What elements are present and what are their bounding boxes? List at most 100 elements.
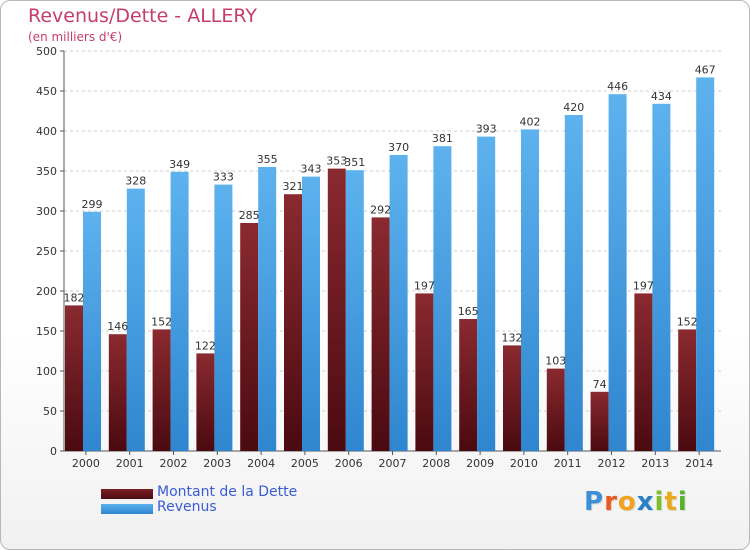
logo-letter: r bbox=[604, 487, 618, 517]
data-label-debt: 122 bbox=[195, 339, 216, 352]
bar-debt bbox=[546, 368, 565, 451]
legend-label-revenue: Revenus bbox=[157, 499, 217, 515]
chart-subtitle: (en milliers d'€) bbox=[28, 30, 123, 44]
data-label-debt: 132 bbox=[502, 331, 523, 344]
x-tick-label: 2014 bbox=[685, 457, 713, 470]
data-label-debt: 285 bbox=[239, 209, 260, 222]
x-tick-label: 2006 bbox=[335, 457, 363, 470]
data-label-debt: 146 bbox=[107, 320, 128, 333]
y-tick-label: 250 bbox=[36, 245, 57, 258]
data-label-debt: 152 bbox=[151, 315, 172, 328]
bar-debt bbox=[503, 345, 521, 451]
data-label-revenue: 434 bbox=[651, 90, 672, 103]
bar-revenue bbox=[564, 115, 583, 451]
x-tick-label: 2001 bbox=[116, 457, 144, 470]
x-tick-label: 2002 bbox=[160, 457, 188, 470]
data-label-revenue: 446 bbox=[607, 80, 628, 93]
x-tick-label: 2012 bbox=[598, 457, 626, 470]
bar-debt bbox=[196, 353, 215, 451]
x-tick-label: 2009 bbox=[466, 457, 494, 470]
bar-debt bbox=[590, 391, 609, 451]
bar-revenue bbox=[126, 188, 145, 451]
legend-label-debt: Montant de la Dette bbox=[157, 484, 298, 500]
y-tick-label: 50 bbox=[43, 405, 57, 418]
bar-revenue bbox=[345, 170, 364, 451]
y-tick-label: 0 bbox=[50, 445, 57, 458]
data-label-revenue: 381 bbox=[432, 132, 453, 145]
y-tick-label: 200 bbox=[36, 285, 57, 298]
bar-debt bbox=[240, 223, 259, 451]
data-label-debt: 321 bbox=[283, 180, 304, 193]
data-label-debt: 353 bbox=[326, 155, 347, 168]
data-label-revenue: 355 bbox=[257, 153, 278, 166]
bar-debt bbox=[371, 217, 390, 451]
data-label-revenue: 420 bbox=[563, 101, 584, 114]
x-tick-label: 2013 bbox=[641, 457, 669, 470]
y-tick-label: 100 bbox=[36, 365, 57, 378]
x-tick-label: 2000 bbox=[72, 457, 100, 470]
y-tick-label: 150 bbox=[36, 325, 57, 338]
bar-revenue bbox=[258, 167, 277, 451]
bar-revenue bbox=[170, 171, 189, 452]
data-label-revenue: 402 bbox=[520, 115, 541, 128]
data-label-debt: 197 bbox=[633, 279, 654, 292]
bar-revenue bbox=[608, 94, 627, 451]
bar-revenue bbox=[389, 155, 408, 451]
proxiti-logo: Proxiti bbox=[584, 487, 688, 517]
data-label-revenue: 343 bbox=[301, 163, 322, 176]
bar-debt bbox=[284, 194, 302, 451]
y-tick-label: 500 bbox=[36, 45, 57, 58]
y-tick-label: 300 bbox=[36, 205, 57, 218]
logo-letter: i bbox=[654, 487, 665, 517]
y-tick-label: 350 bbox=[36, 165, 57, 178]
bar-revenue bbox=[302, 176, 320, 451]
bar-debt bbox=[152, 329, 171, 451]
data-label-debt: 152 bbox=[677, 315, 698, 328]
logo-letter: t bbox=[664, 487, 678, 517]
data-label-debt: 74 bbox=[593, 378, 607, 391]
bar-revenue bbox=[652, 103, 671, 452]
data-label-revenue: 333 bbox=[213, 171, 234, 184]
logo-letter: P bbox=[584, 487, 605, 517]
x-tick-label: 2010 bbox=[510, 457, 538, 470]
bar-revenue bbox=[214, 184, 233, 451]
logo-letter: o bbox=[617, 487, 637, 517]
bar-revenue bbox=[521, 129, 539, 451]
y-tick-label: 450 bbox=[36, 85, 57, 98]
data-label-debt: 103 bbox=[545, 355, 566, 368]
bar-debt bbox=[415, 293, 434, 451]
bar-revenue bbox=[83, 211, 101, 451]
bar-revenue bbox=[477, 136, 496, 451]
bar-debt bbox=[108, 334, 127, 451]
data-label-revenue: 299 bbox=[82, 198, 103, 211]
y-tick-label: 400 bbox=[36, 125, 57, 138]
data-label-debt: 292 bbox=[370, 203, 391, 216]
data-label-revenue: 467 bbox=[695, 63, 716, 76]
data-label-revenue: 328 bbox=[125, 175, 146, 188]
logo-letter: i bbox=[677, 487, 688, 517]
bar-debt bbox=[65, 305, 83, 451]
data-label-revenue: 393 bbox=[476, 123, 497, 136]
legend-swatch-debt bbox=[101, 489, 153, 499]
x-tick-label: 2003 bbox=[203, 457, 231, 470]
bar-revenue bbox=[433, 146, 452, 451]
legend-swatch-revenue bbox=[101, 504, 153, 514]
data-label-debt: 165 bbox=[458, 305, 479, 318]
data-label-debt: 182 bbox=[64, 291, 85, 304]
data-label-debt: 197 bbox=[414, 279, 435, 292]
bar-debt bbox=[678, 329, 697, 451]
x-tick-label: 2007 bbox=[379, 457, 407, 470]
data-label-revenue: 370 bbox=[388, 141, 409, 154]
logo-letter: x bbox=[636, 487, 655, 517]
x-tick-label: 2005 bbox=[291, 457, 319, 470]
data-label-revenue: 349 bbox=[169, 158, 190, 171]
bar-debt bbox=[634, 293, 653, 451]
bar-debt bbox=[327, 168, 346, 451]
chart-title: Revenus/Dette - ALLERY bbox=[28, 5, 257, 27]
x-tick-label: 2011 bbox=[554, 457, 582, 470]
bar-revenue bbox=[696, 77, 715, 452]
bar-debt bbox=[459, 319, 478, 451]
data-label-revenue: 351 bbox=[344, 156, 365, 169]
